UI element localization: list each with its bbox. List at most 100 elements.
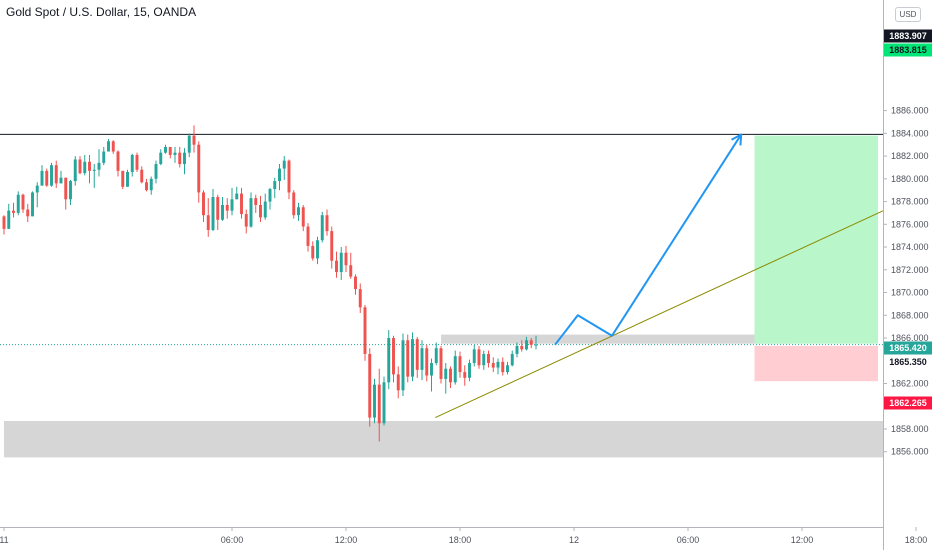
candle-body (373, 384, 376, 418)
candle-body (477, 349, 481, 366)
candle-body (45, 170, 49, 186)
price-tick-label: 1874.000 (891, 242, 929, 252)
candle-body (439, 348, 443, 379)
zones-layer (4, 135, 883, 458)
candle-body (292, 192, 296, 216)
candle-body (154, 164, 158, 179)
candle-body (126, 171, 129, 187)
time-tick-label: 12:00 (335, 535, 358, 545)
price-tick-label: 1882.000 (891, 151, 929, 161)
candle-body (273, 181, 277, 190)
candle-body (187, 135, 191, 153)
candle-body (411, 339, 414, 377)
candle-body (510, 353, 514, 366)
candle-body (287, 160, 291, 193)
price-tick-label: 1856.000 (891, 447, 929, 457)
candle-body (111, 141, 115, 152)
resistance-zone (441, 334, 793, 344)
candle-body (396, 374, 400, 391)
candle-body (335, 260, 338, 273)
price-tag-label: 1883.907 (889, 31, 927, 41)
candle-body (149, 178, 153, 191)
drawings-layer (435, 133, 884, 419)
currency-badge[interactable]: USD (895, 7, 921, 22)
candle-body (116, 151, 120, 171)
candle-body (306, 226, 310, 246)
candle-body (320, 215, 324, 241)
time-tick-label: 12:00 (791, 535, 814, 545)
candle-body (301, 207, 305, 227)
time-tick-label: 11 (0, 535, 9, 545)
price-tag-label: 1865.420 (889, 343, 927, 353)
candle-body (16, 194, 20, 213)
candle-body (449, 368, 452, 383)
candle-body (368, 353, 372, 418)
candle-body (135, 154, 139, 170)
candle-body (59, 177, 63, 184)
candle-body (164, 146, 167, 153)
price-tick-label: 1878.000 (891, 197, 929, 207)
candle-body (183, 152, 186, 165)
candle-body (145, 182, 148, 191)
lines-layer (0, 133, 883, 346)
candle-body (249, 198, 253, 227)
candle-body (415, 339, 419, 370)
candle-body (354, 276, 357, 290)
candle-body (349, 265, 353, 277)
candle-body (69, 181, 72, 200)
time-tick-label: 18:00 (905, 535, 928, 545)
candle-body (216, 197, 220, 220)
candle-body (21, 194, 25, 210)
candle-body (458, 356, 462, 373)
candle-body (472, 349, 476, 364)
candle-body (444, 368, 448, 379)
candle-body (40, 170, 44, 186)
candle-body (316, 240, 319, 259)
candle-body (392, 338, 395, 375)
candle-body (259, 204, 262, 218)
candle-body (282, 160, 286, 169)
price-tag-red (884, 396, 932, 410)
candle-body (254, 198, 258, 205)
candle-body (88, 161, 91, 171)
candle-body (311, 245, 315, 259)
price-tick-label: 1858.000 (891, 424, 929, 434)
candle-body (12, 210, 15, 213)
price-tick-label: 1870.000 (891, 288, 929, 298)
candle-body (35, 185, 39, 193)
candle-body (278, 168, 281, 182)
stop-zone (754, 345, 878, 382)
candle-body (102, 151, 106, 163)
candle-body (230, 199, 234, 211)
candle-body (487, 353, 490, 364)
candle-body (297, 207, 300, 216)
candle-body (130, 154, 134, 172)
demand-zone (4, 421, 883, 458)
candle-body (525, 340, 528, 350)
price-tick-label: 1866.000 (891, 333, 929, 343)
candle-body (363, 307, 367, 354)
price-tick-label: 1872.000 (891, 265, 929, 275)
candle-body (468, 363, 471, 378)
candle-body (434, 348, 438, 364)
price-tag-plain (884, 355, 932, 369)
candle-body (482, 353, 486, 366)
candle-body (515, 345, 519, 354)
candle-body (263, 201, 267, 218)
candle-body (420, 348, 424, 370)
candle-body (221, 204, 224, 220)
candle-body (330, 231, 334, 261)
candle-body (54, 165, 58, 184)
price-tick-label: 1880.000 (891, 174, 929, 184)
candle-body (506, 365, 509, 373)
candle-body (430, 363, 433, 376)
price-tag-black (884, 29, 932, 43)
price-tick-label: 1876.000 (891, 219, 929, 229)
candle-body (491, 363, 495, 368)
candle-body (50, 165, 53, 186)
price-tick-label: 1868.000 (891, 310, 929, 320)
candle-body (382, 382, 386, 424)
candle-body (529, 340, 533, 345)
candle-body (168, 146, 172, 155)
